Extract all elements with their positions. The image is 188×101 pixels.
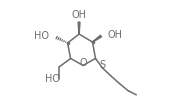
- Polygon shape: [92, 35, 102, 42]
- Polygon shape: [78, 22, 80, 34]
- Text: O: O: [79, 58, 87, 68]
- Text: OH: OH: [72, 10, 86, 20]
- Text: HO: HO: [34, 31, 49, 41]
- Text: S: S: [99, 60, 105, 70]
- Text: HO: HO: [45, 74, 60, 84]
- Text: OH: OH: [108, 30, 122, 40]
